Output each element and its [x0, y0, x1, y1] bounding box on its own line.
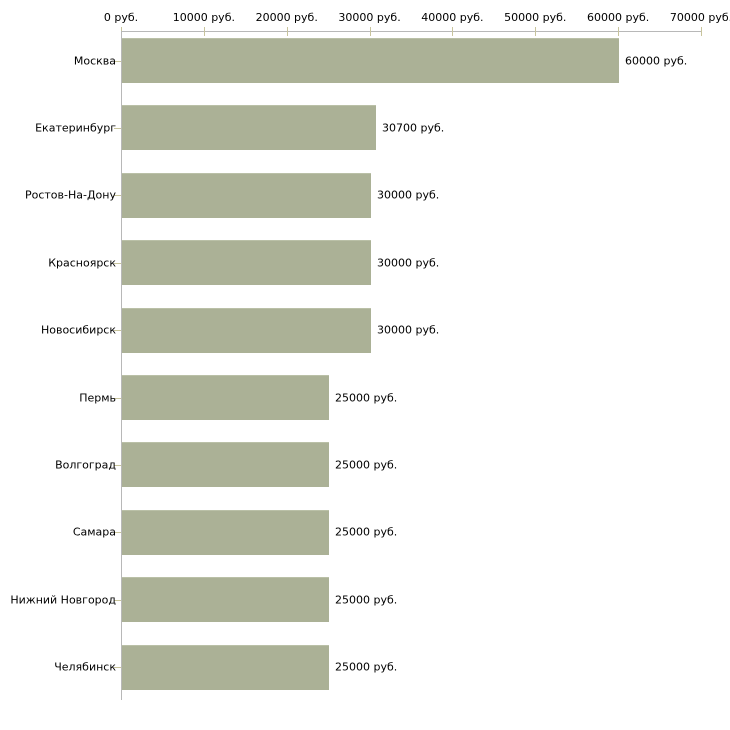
value-label: 30700 руб.	[382, 121, 445, 135]
y-axis-tick	[114, 465, 121, 466]
category-label: Пермь	[79, 391, 116, 404]
x-axis-tick-label: 20000 руб.	[255, 11, 318, 24]
bar	[122, 577, 329, 622]
x-axis-tick-label: 10000 руб.	[172, 11, 235, 24]
bar	[122, 173, 371, 218]
bar	[122, 240, 371, 285]
x-axis-tick	[203, 27, 205, 36]
bar	[122, 105, 376, 150]
x-axis-tick-label: 0 руб.	[103, 11, 139, 24]
bar	[122, 308, 371, 353]
y-axis-tick	[114, 61, 121, 62]
value-label: 30000 руб.	[377, 188, 440, 202]
y-axis-tick	[114, 330, 121, 331]
y-axis-tick	[114, 600, 121, 601]
y-axis-line	[121, 31, 122, 700]
category-label: Екатеринбург	[35, 121, 116, 135]
x-axis-tick-label: 40000 руб.	[421, 11, 484, 24]
x-axis-tick	[701, 27, 702, 36]
y-axis-tick	[114, 195, 121, 196]
value-label: 25000 руб.	[335, 391, 398, 404]
bar	[122, 510, 329, 555]
category-label: Красноярск	[48, 256, 116, 270]
x-axis-tick	[286, 27, 288, 36]
x-axis-tick	[452, 27, 454, 36]
value-label: 25000 руб.	[335, 525, 398, 539]
value-label: 30000 руб.	[377, 256, 440, 270]
category-label: Нижний Новгород	[10, 593, 116, 607]
bar	[122, 38, 619, 83]
x-axis-tick	[535, 27, 537, 36]
bar	[122, 442, 329, 487]
y-axis-tick	[114, 263, 121, 264]
x-axis-line	[121, 31, 701, 32]
bar	[122, 375, 329, 420]
value-label: 30000 руб.	[377, 323, 440, 337]
category-label: Самара	[72, 525, 116, 539]
category-label: Волгоград	[55, 458, 116, 472]
y-axis-tick	[114, 532, 121, 533]
y-axis-tick	[114, 398, 121, 399]
value-label: 25000 руб.	[335, 660, 398, 674]
category-label: Новосибирск	[40, 323, 116, 337]
y-axis-tick	[114, 667, 121, 668]
value-label: 25000 руб.	[335, 458, 398, 472]
value-label: 60000 руб.	[625, 54, 688, 67]
x-axis-tick-label: 30000 руб.	[338, 11, 401, 24]
x-axis-tick	[618, 27, 620, 36]
x-axis-tick-label: 60000 руб.	[587, 11, 650, 24]
category-label: Ростов-На-Дону	[24, 188, 116, 202]
x-axis-tick-label: 50000 руб.	[504, 11, 567, 24]
x-axis-tick-label: 70000 руб.	[669, 11, 730, 24]
category-label: Челябинск	[54, 660, 116, 674]
bar	[122, 645, 329, 690]
value-label: 25000 руб.	[335, 593, 398, 607]
category-label: Москва	[73, 54, 116, 67]
y-axis-tick	[114, 128, 121, 129]
x-axis-tick	[369, 27, 371, 36]
